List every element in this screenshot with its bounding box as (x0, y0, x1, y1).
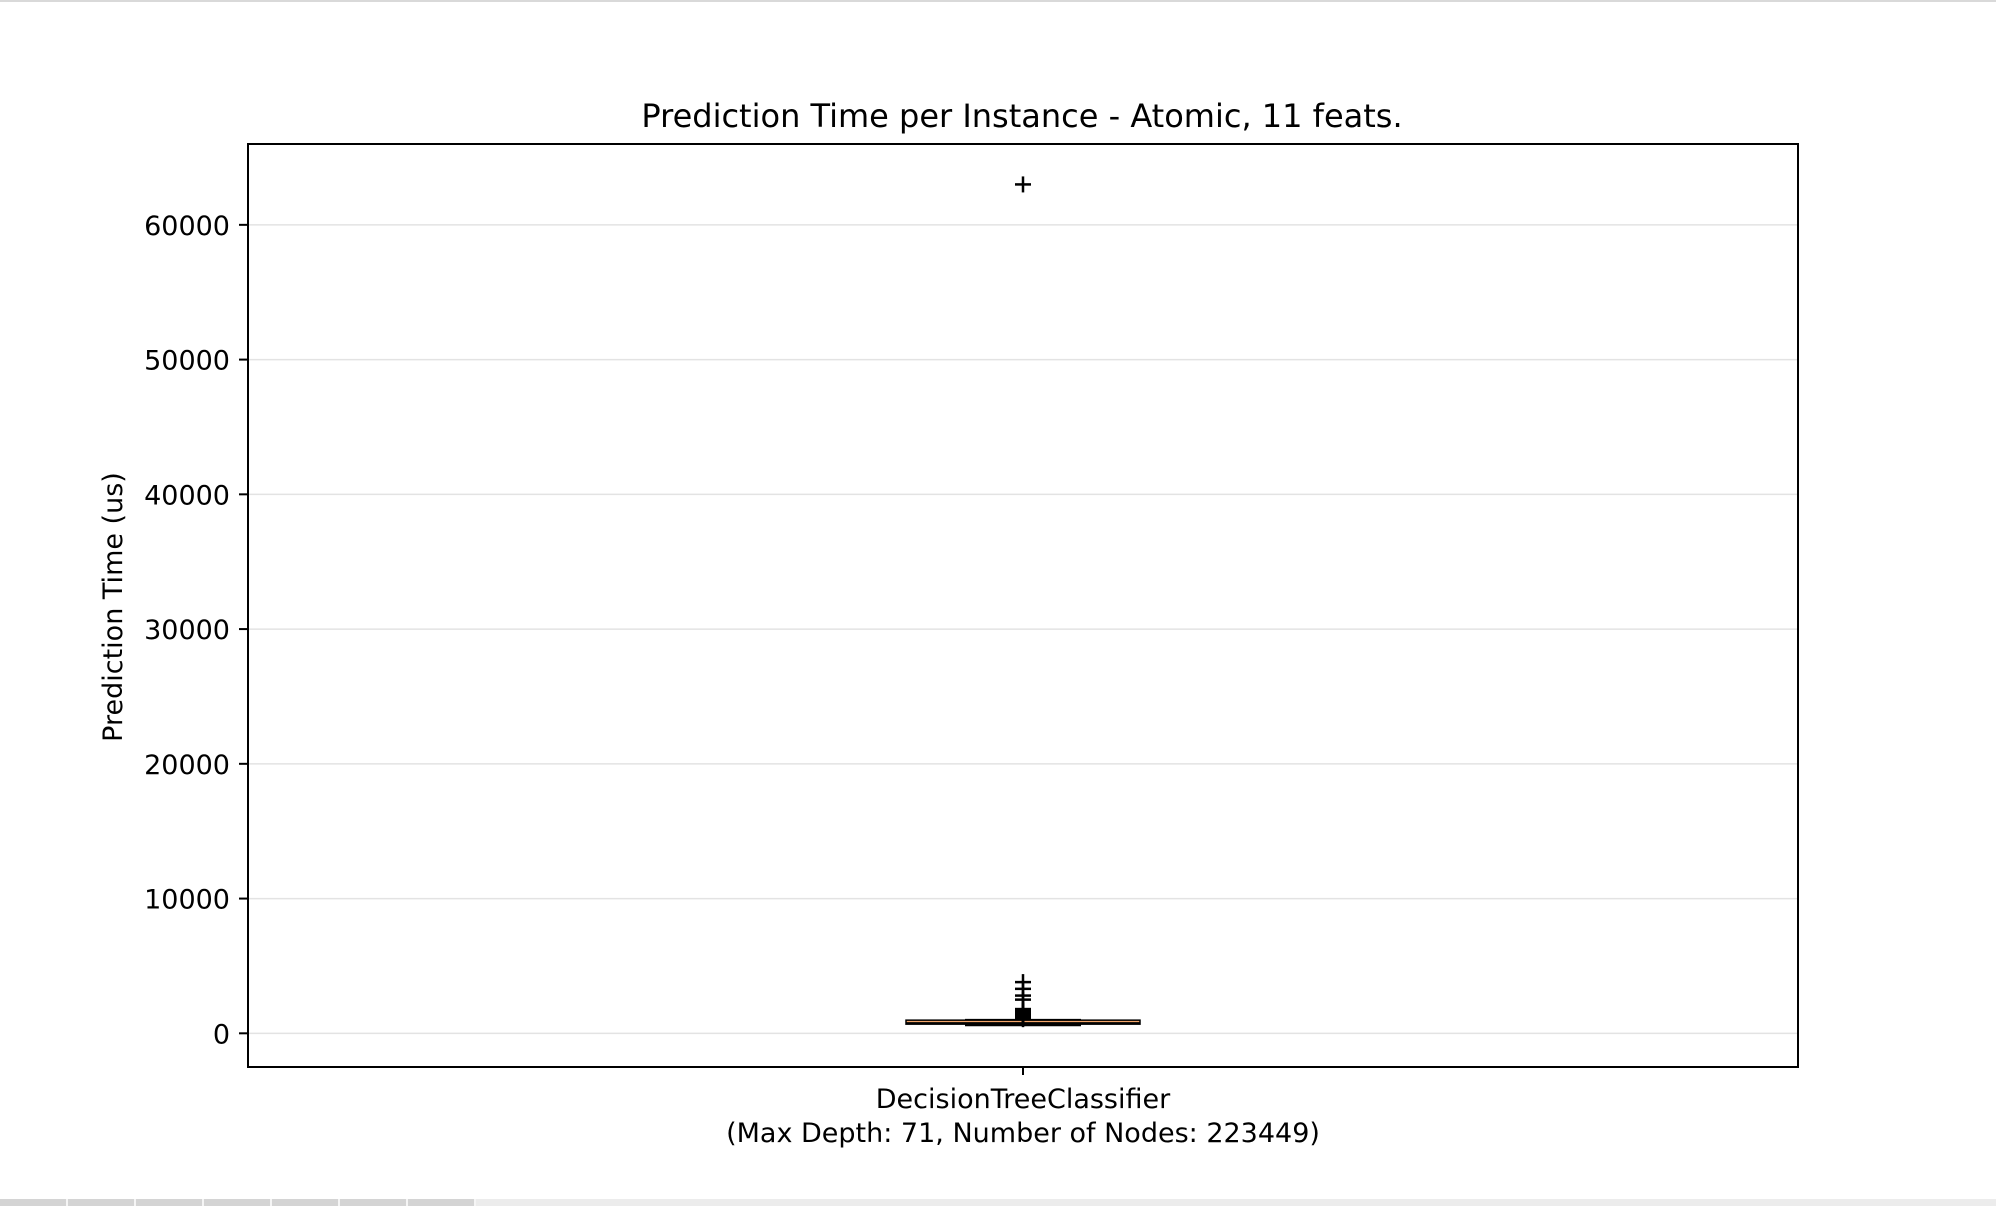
x-axis-category: DecisionTreeClassifier (Max Depth: 71, N… (726, 1067, 1320, 1149)
y-tick-label: 10000 (144, 885, 230, 916)
strip-segment (340, 1199, 408, 1206)
x-tick-label-line-1: DecisionTreeClassifier (876, 1084, 1171, 1115)
strip-segment (408, 1199, 476, 1206)
y-tick-label: 40000 (144, 480, 230, 511)
y-axis-ticks: 0 10000 20000 30000 40000 50000 60000 (144, 211, 248, 1050)
plot-frame (247, 143, 1799, 1068)
y-axis-label: Prediction Time (us) (98, 472, 129, 742)
y-tick-label: 30000 (144, 615, 230, 646)
box-elements (905, 176, 1141, 1028)
strip-segment (272, 1199, 340, 1206)
outlier-point (1015, 176, 1031, 193)
strip-segment (136, 1199, 204, 1206)
y-tick-label: 20000 (144, 750, 230, 781)
y-tick-label: 0 (213, 1019, 230, 1050)
grid-lines (248, 224, 1798, 1035)
y-tick-label: 60000 (144, 211, 230, 242)
bottom-scroll-strip (0, 1199, 1996, 1206)
x-tick-label-line-2: (Max Depth: 71, Number of Nodes: 223449) (726, 1118, 1320, 1149)
y-tick-label: 50000 (144, 346, 230, 377)
top-border (0, 0, 1996, 2)
strip-segment (204, 1199, 272, 1206)
strip-segment (0, 1199, 68, 1206)
strip-segment (68, 1199, 136, 1206)
outlier-point (1015, 974, 1031, 991)
chart-title: Prediction Time per Instance - Atomic, 1… (641, 97, 1402, 135)
